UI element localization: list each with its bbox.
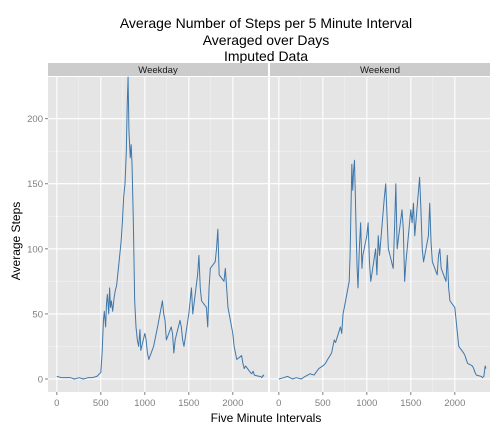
y-tick-label: 50 xyxy=(32,309,43,320)
y-tick-label: 200 xyxy=(27,114,43,125)
chart-title-line-1: Average Number of Steps per 5 Minute Int… xyxy=(120,15,412,31)
x-tick-label: 2000 xyxy=(222,398,243,409)
x-tick-label: 1000 xyxy=(134,398,155,409)
x-axis-title: Five Minute Intervals xyxy=(211,411,322,425)
x-tick-label: 500 xyxy=(93,398,109,409)
y-tick-label: 100 xyxy=(27,244,43,255)
x-tick-label: 0 xyxy=(54,398,59,409)
chart-title-line-3: Imputed Data xyxy=(224,48,308,64)
plot-panel-background xyxy=(48,77,268,392)
x-tick-label: 2000 xyxy=(444,398,465,409)
facet-panel-weekday: Weekday 0 500 1000 1500 2000 xyxy=(48,63,268,409)
facet-panel-weekend: Weekend 0 500 1000 1500 2000 xyxy=(270,63,490,409)
chart-title-line-2: Averaged over Days xyxy=(203,32,330,48)
x-tick-label: 0 xyxy=(276,398,281,409)
facet-strip-label: Weekend xyxy=(360,65,400,76)
facet-strip xyxy=(48,63,268,76)
y-axis-title: Average Steps xyxy=(9,202,23,281)
x-tick-label: 500 xyxy=(315,398,331,409)
x-tick-label: 1000 xyxy=(356,398,377,409)
plot-panel-background xyxy=(270,77,490,392)
y-tick-label: 0 xyxy=(38,374,43,385)
x-tick-label: 1500 xyxy=(178,398,199,409)
facet-strip xyxy=(270,63,490,76)
series-line-weekday xyxy=(56,76,265,380)
x-tick-label: 1500 xyxy=(400,398,421,409)
series-line-weekend xyxy=(278,159,487,380)
facet-strip-label: Weekday xyxy=(138,65,178,76)
y-tick-label: 150 xyxy=(27,179,43,190)
